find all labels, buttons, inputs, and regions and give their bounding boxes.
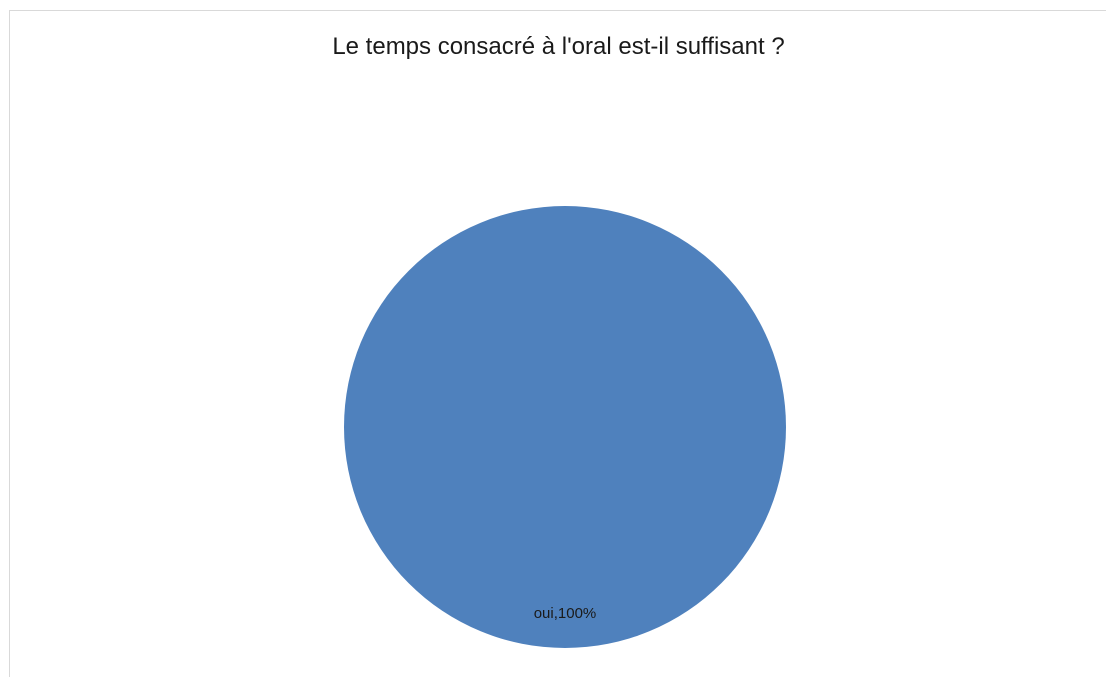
pie-chart: oui,100% xyxy=(344,206,786,648)
chart-frame: Le temps consacré à l'oral est-il suffis… xyxy=(9,10,1106,677)
slice-data-label: oui,100% xyxy=(534,605,597,622)
pie-slice-oui xyxy=(344,206,786,648)
chart-title: Le temps consacré à l'oral est-il suffis… xyxy=(332,33,785,60)
